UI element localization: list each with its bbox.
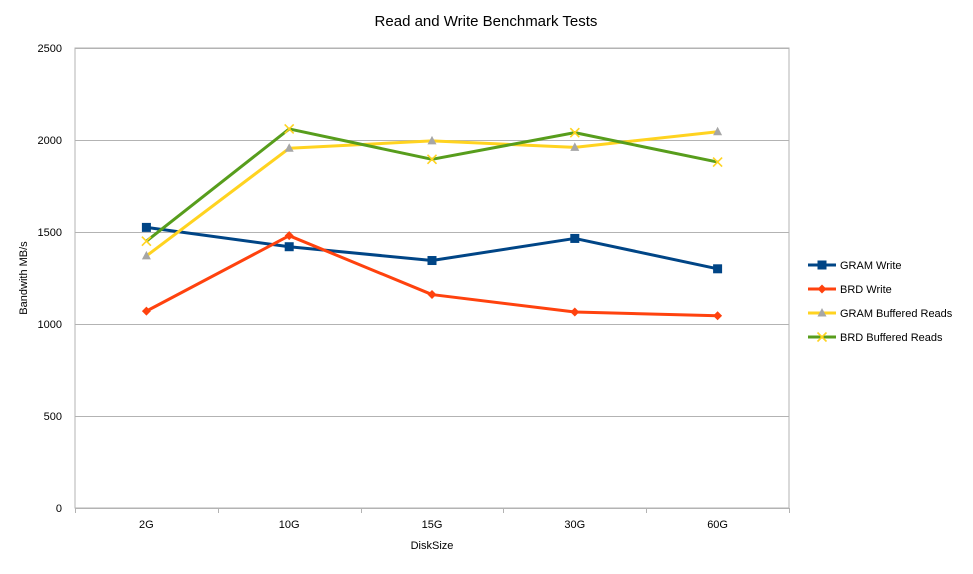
y-tick-label: 1500 xyxy=(38,227,62,239)
x-tick-label: 30G xyxy=(564,519,585,531)
plot-area xyxy=(74,47,790,509)
legend-entry: GRAM Write xyxy=(808,260,902,272)
data-point xyxy=(141,236,152,247)
data-point xyxy=(284,242,294,252)
data-point xyxy=(141,306,151,316)
legend-marker xyxy=(816,331,828,343)
y-tick-label: 1000 xyxy=(38,319,62,331)
legend-label: BRD Write xyxy=(840,284,892,296)
data-point xyxy=(712,157,723,168)
data-point xyxy=(570,142,580,151)
y-tick-label: 2500 xyxy=(38,43,62,55)
legend-entry: BRD Buffered Reads xyxy=(808,331,943,344)
data-point xyxy=(569,127,580,138)
x-axis-title: DiskSize xyxy=(411,540,454,552)
series-4 xyxy=(141,123,723,247)
x-tick-label: 60G xyxy=(707,519,728,531)
data-point xyxy=(427,290,437,300)
data-point xyxy=(713,126,723,136)
legend-marker xyxy=(817,308,827,317)
y-tick-label: 500 xyxy=(44,411,62,423)
data-point xyxy=(427,256,437,266)
series-1 xyxy=(141,222,723,274)
legend: GRAM Write BRD Write GRAM Buffered Reads BR… xyxy=(808,260,953,344)
legend-marker xyxy=(817,260,827,270)
x-tick-label: 15G xyxy=(422,519,443,531)
data-point xyxy=(713,311,723,321)
data-point xyxy=(284,143,294,152)
data-point xyxy=(141,250,151,260)
data-point xyxy=(284,231,294,241)
x-tick-label: 10G xyxy=(279,519,300,531)
series-lines xyxy=(141,123,723,321)
legend-label: GRAM Write xyxy=(840,260,902,272)
legend-entry: GRAM Buffered Reads xyxy=(808,308,953,320)
data-point xyxy=(713,264,723,274)
y-axis-ticks: 0 500 1000 1500 2000 2500 xyxy=(38,43,62,515)
data-point xyxy=(570,233,580,243)
y-tick-label: 0 xyxy=(56,503,62,515)
x-axis-ticks: 2G 10G 15G 30G 60G xyxy=(75,508,790,531)
data-point xyxy=(570,307,580,317)
plot-border xyxy=(74,47,790,509)
series-2 xyxy=(141,231,723,321)
legend-entry: BRD Write xyxy=(808,284,892,296)
legend-label: GRAM Buffered Reads xyxy=(840,308,953,320)
data-point xyxy=(141,222,151,232)
x-tick-label: 2G xyxy=(139,519,154,531)
chart-title: Read and Write Benchmark Tests xyxy=(375,13,598,30)
y-axis-title: Bandwith MB/s xyxy=(18,241,30,315)
data-point xyxy=(426,154,438,165)
legend-marker xyxy=(817,284,827,294)
data-point xyxy=(284,123,295,135)
legend-label: BRD Buffered Reads xyxy=(840,332,943,344)
data-point xyxy=(427,135,437,145)
y-tick-label: 2000 xyxy=(38,135,62,147)
